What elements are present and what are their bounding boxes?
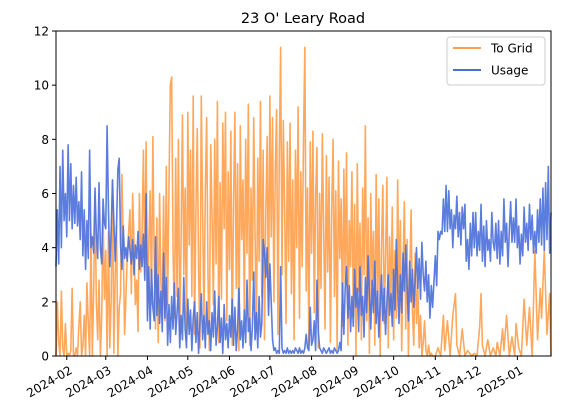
series-line-to-grid bbox=[55, 46, 552, 357]
y-tick-label: 6 bbox=[41, 187, 49, 201]
y-tick-label: 10 bbox=[34, 79, 49, 93]
y-tick-label: 2 bbox=[41, 295, 49, 309]
series-line-usage bbox=[55, 124, 552, 355]
y-tick-label: 4 bbox=[41, 241, 49, 255]
legend-label-usage: Usage bbox=[491, 64, 528, 78]
legend: To Grid Usage bbox=[446, 36, 546, 86]
chart-title: 23 O' Leary Road bbox=[241, 11, 365, 27]
y-tick-label: 0 bbox=[41, 350, 49, 364]
y-tick-label: 12 bbox=[34, 25, 49, 39]
y-tick-label: 8 bbox=[41, 133, 49, 147]
y-axis: 0 2 4 6 8 10 12 bbox=[34, 25, 56, 364]
series-layer bbox=[55, 46, 552, 357]
legend-label-to-grid: To Grid bbox=[490, 42, 533, 56]
